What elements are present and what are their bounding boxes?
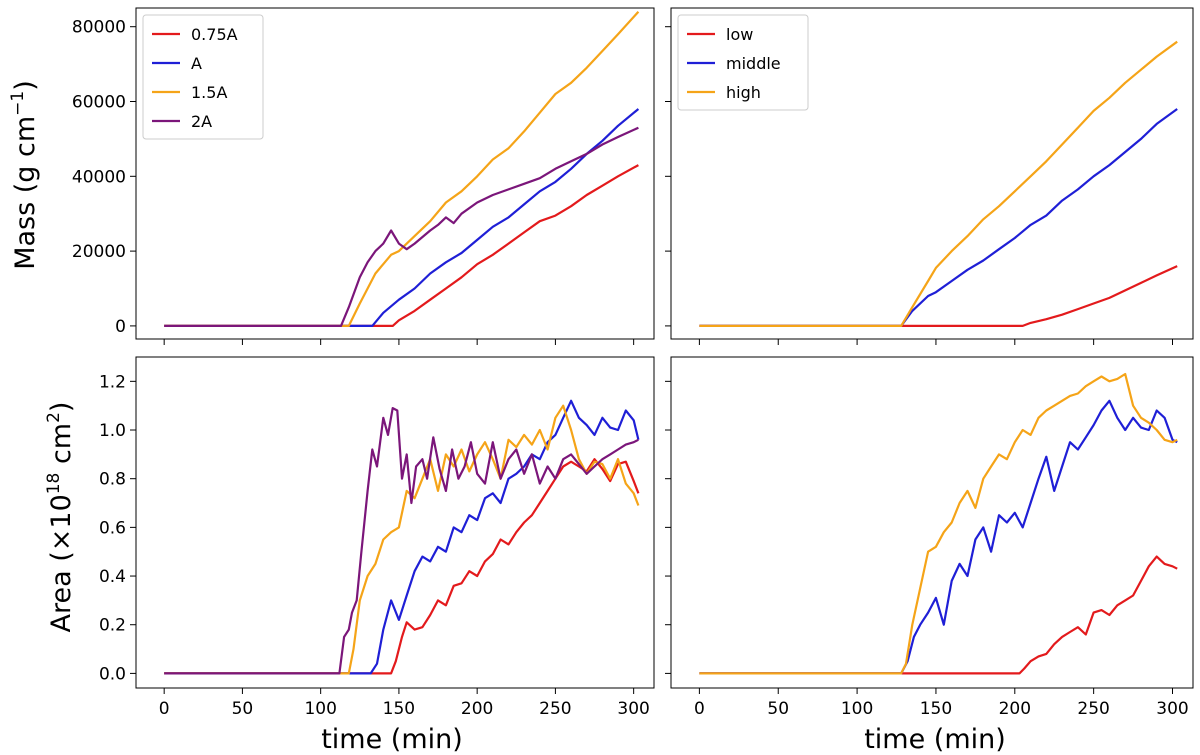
- x-tick-label: 300: [1156, 699, 1188, 719]
- y-tick-label: 1.0: [99, 421, 126, 441]
- panel-top-right: low middle high: [665, 7, 1194, 345]
- legend: low middle high: [677, 14, 809, 111]
- x-tick-label: 0: [159, 699, 170, 719]
- y-tick-label: 60000: [72, 93, 126, 113]
- x-tick-label: 300: [617, 699, 649, 719]
- legend: 0.75A A 1.5A 2A: [142, 14, 264, 140]
- x-tick-label: 250: [1077, 699, 1109, 719]
- series-line-middle: [699, 108, 1178, 327]
- y-tick-label: 40000: [72, 167, 126, 187]
- series-line-a: [164, 399, 640, 675]
- x-tick-label: 100: [304, 699, 336, 719]
- legend-entry: 2A: [191, 112, 212, 131]
- x-tick-label: 150: [920, 699, 952, 719]
- x-tick-label: 50: [232, 699, 254, 719]
- x-tick-label: 250: [539, 699, 571, 719]
- x-tick-label: 50: [767, 699, 789, 719]
- plot-frame: [135, 356, 655, 689]
- series-line-low: [699, 555, 1178, 675]
- area-axis-label: Area (×1018 cm2): [44, 402, 77, 633]
- time-axis-label-right: time (min): [864, 724, 1006, 755]
- y-tick-label: 20000: [72, 242, 126, 262]
- legend-entry: high: [726, 83, 761, 102]
- y-tick-label: 0.0: [99, 664, 126, 684]
- x-tick-label: 100: [841, 699, 873, 719]
- legend-entry: middle: [726, 54, 781, 73]
- x-tick-label: 200: [461, 699, 493, 719]
- y-tick-label: 80000: [72, 18, 126, 38]
- plot-frame: [135, 7, 655, 340]
- y-tick-label: 0.4: [99, 567, 126, 587]
- x-tick-label: 0: [694, 699, 705, 719]
- legend-box: [677, 14, 809, 111]
- series-line-high: [699, 40, 1178, 327]
- series-line-middle: [699, 399, 1178, 675]
- series-line-high: [699, 372, 1178, 675]
- x-tick-label: 150: [383, 699, 415, 719]
- panel-bottom-right: 0 50 100 150 200 250 300: [665, 356, 1194, 719]
- series-line-2a: [164, 407, 639, 675]
- legend-entry: 1.5A: [191, 83, 227, 102]
- legend-box: [142, 14, 264, 140]
- plot-frame: [670, 356, 1194, 689]
- series-line-1-5a: [164, 404, 640, 675]
- series-line-low: [699, 265, 1178, 327]
- y-tick-label: 0: [115, 317, 126, 337]
- y-tick-label: 0.2: [99, 616, 126, 636]
- y-tick-label: 1.2: [99, 372, 126, 392]
- y-tick-label: 0.8: [99, 470, 126, 490]
- legend-entry: A: [191, 54, 202, 73]
- legend-entry: low: [726, 25, 753, 44]
- panel-bottom-left: 0 50 100 150 200 250 300 0.0 0.2 0.4 0.6 0.8 1.0 1.2: [99, 356, 655, 719]
- plot-frame: [670, 7, 1194, 340]
- series-line-1-5a: [164, 10, 640, 327]
- panel-top-left: 0 20000 40000 60000 80000 0.75A A 1.5A 2A: [72, 7, 655, 345]
- time-axis-label-left: time (min): [321, 724, 463, 755]
- series-line-0-75a: [164, 164, 639, 327]
- legend-entry: 0.75A: [191, 25, 238, 44]
- y-tick-label: 0.6: [99, 518, 126, 538]
- series-line-2a: [164, 126, 639, 327]
- mass-axis-label: Mass (g cm−1): [8, 80, 41, 270]
- x-tick-label: 200: [999, 699, 1031, 719]
